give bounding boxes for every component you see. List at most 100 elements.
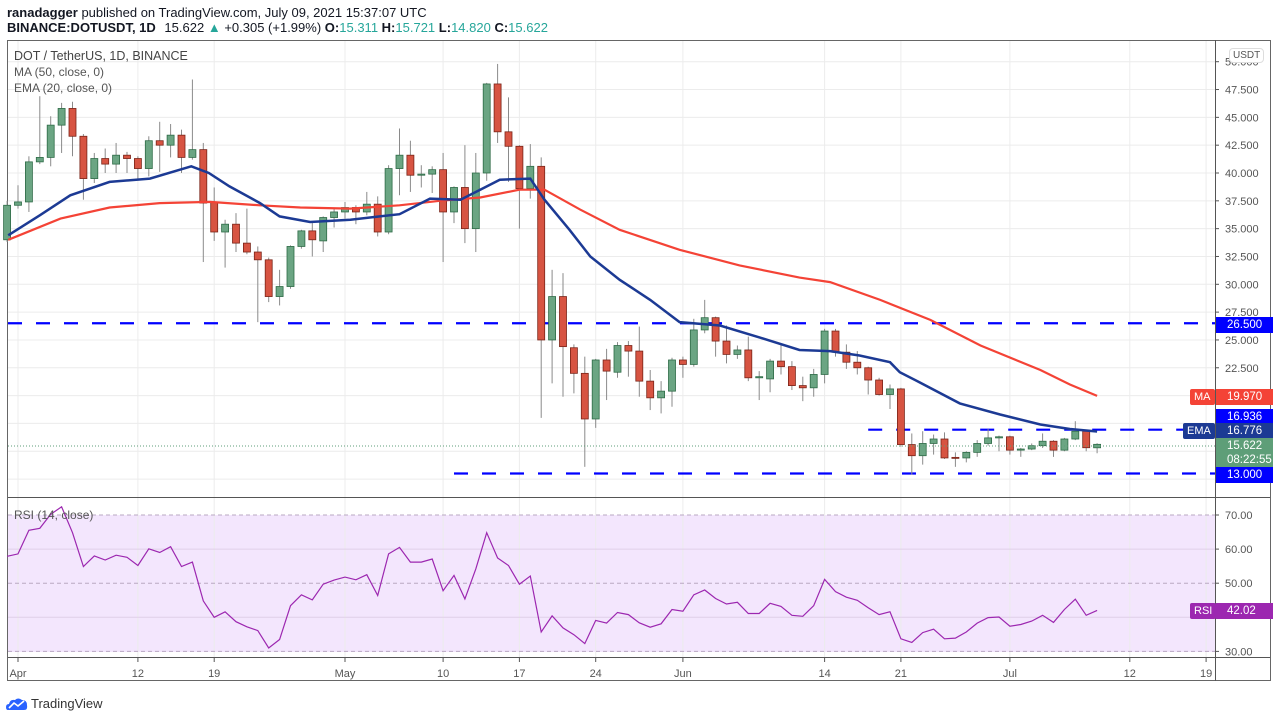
rsi-axis[interactable]: 70.00 60.00 50.00 30.00 [1215, 510, 1253, 658]
candle-body-up [657, 390, 665, 399]
candle [798, 376, 807, 402]
candle-body-up [886, 388, 894, 395]
tradingview-logo[interactable]: TradingView [6, 696, 103, 711]
candle-body-up [384, 168, 393, 233]
candle [842, 344, 851, 369]
price-tick-label: 42.500 [1225, 140, 1259, 152]
high-value: 15.721 [395, 20, 436, 35]
candle-body-down [123, 154, 131, 159]
candle [711, 316, 720, 357]
currency-badge[interactable]: USDT [1229, 48, 1265, 63]
candle-body-up [766, 360, 774, 380]
candle-body-up [297, 230, 306, 247]
candle-body-down [951, 456, 960, 459]
candle-body-down [232, 223, 240, 244]
candle [995, 435, 1003, 452]
candle [668, 357, 676, 407]
author-name[interactable]: ranadagger [7, 5, 78, 20]
candle [155, 121, 164, 172]
candle-body-up [395, 154, 404, 169]
candle [253, 246, 262, 323]
candle [646, 370, 655, 411]
open-value: 15.311 [339, 20, 379, 35]
candle-body-down [940, 438, 949, 459]
rsi-line [6, 505, 1098, 649]
candle-body-down [504, 131, 513, 147]
candle [68, 101, 77, 157]
candle-body-down [1006, 436, 1014, 451]
candle [460, 145, 469, 244]
candle-body-up [24, 161, 33, 203]
candle [133, 156, 142, 180]
candle [788, 361, 796, 391]
candle [286, 245, 295, 289]
candle [918, 431, 927, 465]
ma-tag: MA [1190, 389, 1215, 405]
time-tick-label: 12 [132, 668, 144, 680]
candle-body-down [624, 345, 633, 352]
time-tick-label: May [335, 668, 356, 680]
candle [101, 148, 110, 173]
candle-body-down [853, 361, 862, 369]
candle [548, 269, 556, 384]
candle [897, 387, 905, 447]
candle [232, 213, 240, 253]
candle-body-down [559, 296, 567, 348]
ema-legend[interactable]: EMA (20, close, 0) [14, 81, 113, 95]
rsi-legend[interactable]: RSI (14, close) [14, 508, 94, 522]
candle-body-up [428, 169, 437, 175]
time-tick-label: 10 [437, 668, 449, 680]
candle-body-up [548, 296, 556, 341]
horizontal-lines[interactable] [8, 322, 1215, 475]
time-tick-label: 19 [1200, 668, 1212, 680]
candle-body-down [897, 388, 905, 445]
rsi-value-label: 42.02 [1216, 603, 1273, 619]
candle [973, 440, 982, 457]
candle-body-down [798, 385, 807, 389]
candle-body-up [984, 437, 992, 444]
high-label: H: [381, 20, 396, 35]
candle [679, 356, 687, 378]
price-tick-label: 35.000 [1225, 224, 1259, 236]
candle [820, 328, 829, 384]
candle-body-up [973, 443, 982, 453]
price-tick-label: 37.500 [1225, 196, 1259, 208]
candle [777, 344, 785, 375]
candle-body-down [1082, 430, 1091, 449]
time-tick-label: 24 [590, 668, 602, 680]
time-tick-label: Jul [1003, 668, 1017, 680]
time-axis[interactable]: Apr 12 19 May 10 17 24 Jun 14 21 Jul 12 19 [9, 658, 1212, 680]
candle-body-down [907, 444, 916, 457]
candle [395, 128, 404, 196]
candle [886, 384, 894, 409]
ema-price-label: 16.776 [1216, 423, 1273, 439]
close-label: C: [494, 20, 509, 35]
candle [46, 116, 55, 167]
price-axis[interactable]: 50.00047.50045.00042.50040.00037.50035.0… [1215, 57, 1259, 375]
candle-body-up [188, 149, 197, 158]
candle [809, 368, 818, 397]
candle-body-up [57, 108, 66, 126]
candle [875, 377, 883, 396]
candle-body-up [482, 83, 491, 174]
candle [482, 82, 491, 181]
candle [722, 325, 731, 364]
price-tick-label: 27.500 [1225, 307, 1259, 319]
candle [929, 434, 938, 455]
candle-body-up [112, 154, 120, 165]
candle-body-down [788, 366, 796, 386]
candle [3, 200, 11, 243]
candle [144, 136, 153, 177]
candle-body-down [253, 251, 262, 261]
candle [493, 63, 502, 143]
candle-body-down [635, 350, 644, 382]
candle-body-down [831, 330, 840, 353]
symbol: BINANCE:DOTUSDT, 1D [7, 20, 156, 35]
candle [308, 223, 317, 257]
candle [766, 358, 774, 393]
ma-legend[interactable]: MA (50, close, 0) [14, 65, 105, 79]
rsi-tag: RSI [1190, 603, 1217, 619]
candle [907, 433, 916, 475]
up-arrow-icon: ▲ [207, 20, 221, 35]
